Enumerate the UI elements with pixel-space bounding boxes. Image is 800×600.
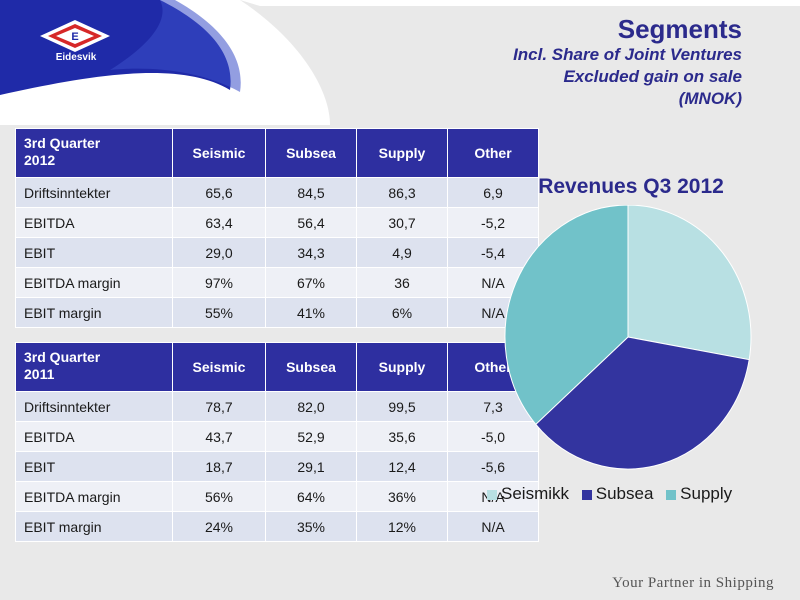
table-row: Driftsinntekter 78,7 82,0 99,5 7,3 [15, 391, 539, 422]
table-cell: -5,0 [447, 421, 539, 452]
table-cell: -5,6 [447, 451, 539, 482]
table-row: EBITDA 63,4 56,4 30,7 -5,2 [15, 207, 539, 238]
logo-wordmark: Eidesvik [55, 52, 97, 63]
row-label: EBITDA margin [15, 267, 173, 298]
table-row: EBIT margin 24% 35% 12% N/A [15, 511, 539, 542]
row-label: Driftsinntekter [15, 177, 173, 208]
column-header: Supply [356, 342, 448, 392]
legend-label: Subsea [595, 484, 654, 503]
row-label: EBIT [15, 237, 173, 268]
row-label: EBITDA margin [15, 481, 173, 512]
table-cell: 52,9 [265, 421, 357, 452]
table-cell: 99,5 [356, 391, 448, 422]
legend-item: Seismikk [487, 484, 569, 504]
legend-swatch [666, 489, 677, 500]
table-row: Driftsinntekter 65,6 84,5 86,3 6,9 [15, 177, 539, 208]
table-cell: 35% [265, 511, 357, 542]
table-cell: 82,0 [265, 391, 357, 422]
pie-slice-supply [504, 205, 629, 426]
table-cell: -5,2 [447, 207, 539, 238]
page-title: Segments [617, 14, 742, 44]
footer-tagline: Your Partner in Shipping [612, 575, 774, 591]
column-header: Other [447, 128, 539, 178]
table-cell: 12% [356, 511, 448, 542]
subtitle-line-2: Excluded gain on sale [563, 67, 742, 86]
chart-title: Revenues Q3 2012 [538, 175, 724, 198]
table-cell: 64% [265, 481, 357, 512]
table-header-row: 3rd Quarter 2012 Seismic Subsea Supply Ot… [15, 128, 539, 178]
table-row: EBIT margin 55% 41% 6% N/A [15, 297, 539, 328]
table-header-row: 3rd Quarter 2011 Seismic Subsea Supply Ot… [15, 342, 539, 392]
revenue-pie-chart [504, 205, 752, 470]
segments-table-2011: 3rd Quarter 2011 Seismic Subsea Supply Ot… [15, 342, 539, 542]
table-cell: 41% [265, 297, 357, 328]
table-cell: 24% [172, 511, 266, 542]
row-label: EBITDA [15, 421, 173, 452]
pie-slice-subsea [535, 336, 750, 470]
table-cell: 18,7 [172, 451, 266, 482]
table-cell: 67% [265, 267, 357, 298]
table-cell: 55% [172, 297, 266, 328]
eidesvik-logo: E [40, 20, 110, 52]
table-row: EBITDA margin 97% 67% 36 N/A [15, 267, 539, 298]
subtitle-line-3: (MNOK) [678, 89, 742, 108]
title-block: Segments Incl. Share of Joint Ventures E… [513, 14, 742, 110]
segments-table-2012: 3rd Quarter 2012 Seismic Subsea Supply Ot… [15, 128, 539, 328]
table-cell: 36% [356, 481, 448, 512]
legend-label: Seismikk [501, 484, 570, 503]
table-row: EBIT 29,0 34,3 4,9 -5,4 [15, 237, 539, 268]
table-corner-header: 3rd Quarter 2012 [15, 128, 173, 178]
table-row: EBITDA margin 56% 64% 36% N/A [15, 481, 539, 512]
table-cell: 56,4 [265, 207, 357, 238]
table-cell: 12,4 [356, 451, 448, 482]
row-label: Driftsinntekter [15, 391, 173, 422]
table-cell: 78,7 [172, 391, 266, 422]
table-cell: 4,9 [356, 237, 448, 268]
table-cell: 43,7 [172, 421, 266, 452]
table-cell: 36 [356, 267, 448, 298]
column-header: Supply [356, 128, 448, 178]
table-cell: 84,5 [265, 177, 357, 208]
row-label: EBIT margin [15, 511, 173, 542]
table-cell: 97% [172, 267, 266, 298]
legend-item: Supply [666, 484, 732, 504]
pie-slice-seismikk [627, 205, 752, 361]
table-row: EBITDA 43,7 52,9 35,6 -5,0 [15, 421, 539, 452]
column-header: Subsea [265, 342, 357, 392]
row-label: EBITDA [15, 207, 173, 238]
table-cell: 56% [172, 481, 266, 512]
table-cell: 65,6 [172, 177, 266, 208]
table-cell: 63,4 [172, 207, 266, 238]
table-cell: N/A [447, 511, 539, 542]
table-cell: 30,7 [356, 207, 448, 238]
table-cell: 34,3 [265, 237, 357, 268]
row-label: EBIT margin [15, 297, 173, 328]
chart-legend: Seismikk Subsea Supply [487, 484, 787, 504]
table-cell: 29,0 [172, 237, 266, 268]
column-header: Seismic [172, 342, 266, 392]
legend-item: Subsea [581, 484, 654, 504]
legend-swatch [581, 489, 592, 500]
table-cell: 35,6 [356, 421, 448, 452]
legend-label: Supply [680, 484, 733, 503]
table-cell: 6,9 [447, 177, 539, 208]
column-header: Seismic [172, 128, 266, 178]
table-row: EBIT 18,7 29,1 12,4 -5,6 [15, 451, 539, 482]
table-cell: N/A [447, 481, 539, 512]
table-corner-header: 3rd Quarter 2011 [15, 342, 173, 392]
legend-swatch [487, 489, 497, 500]
column-header: Subsea [265, 128, 357, 178]
logo-letter: E [71, 31, 78, 43]
table-cell: -5,4 [447, 237, 539, 268]
table-cell: 86,3 [356, 177, 448, 208]
subtitle-line-1: Incl. Share of Joint Ventures [513, 45, 742, 64]
table-cell: 6% [356, 297, 448, 328]
row-label: EBIT [15, 451, 173, 482]
table-cell: 29,1 [265, 451, 357, 482]
